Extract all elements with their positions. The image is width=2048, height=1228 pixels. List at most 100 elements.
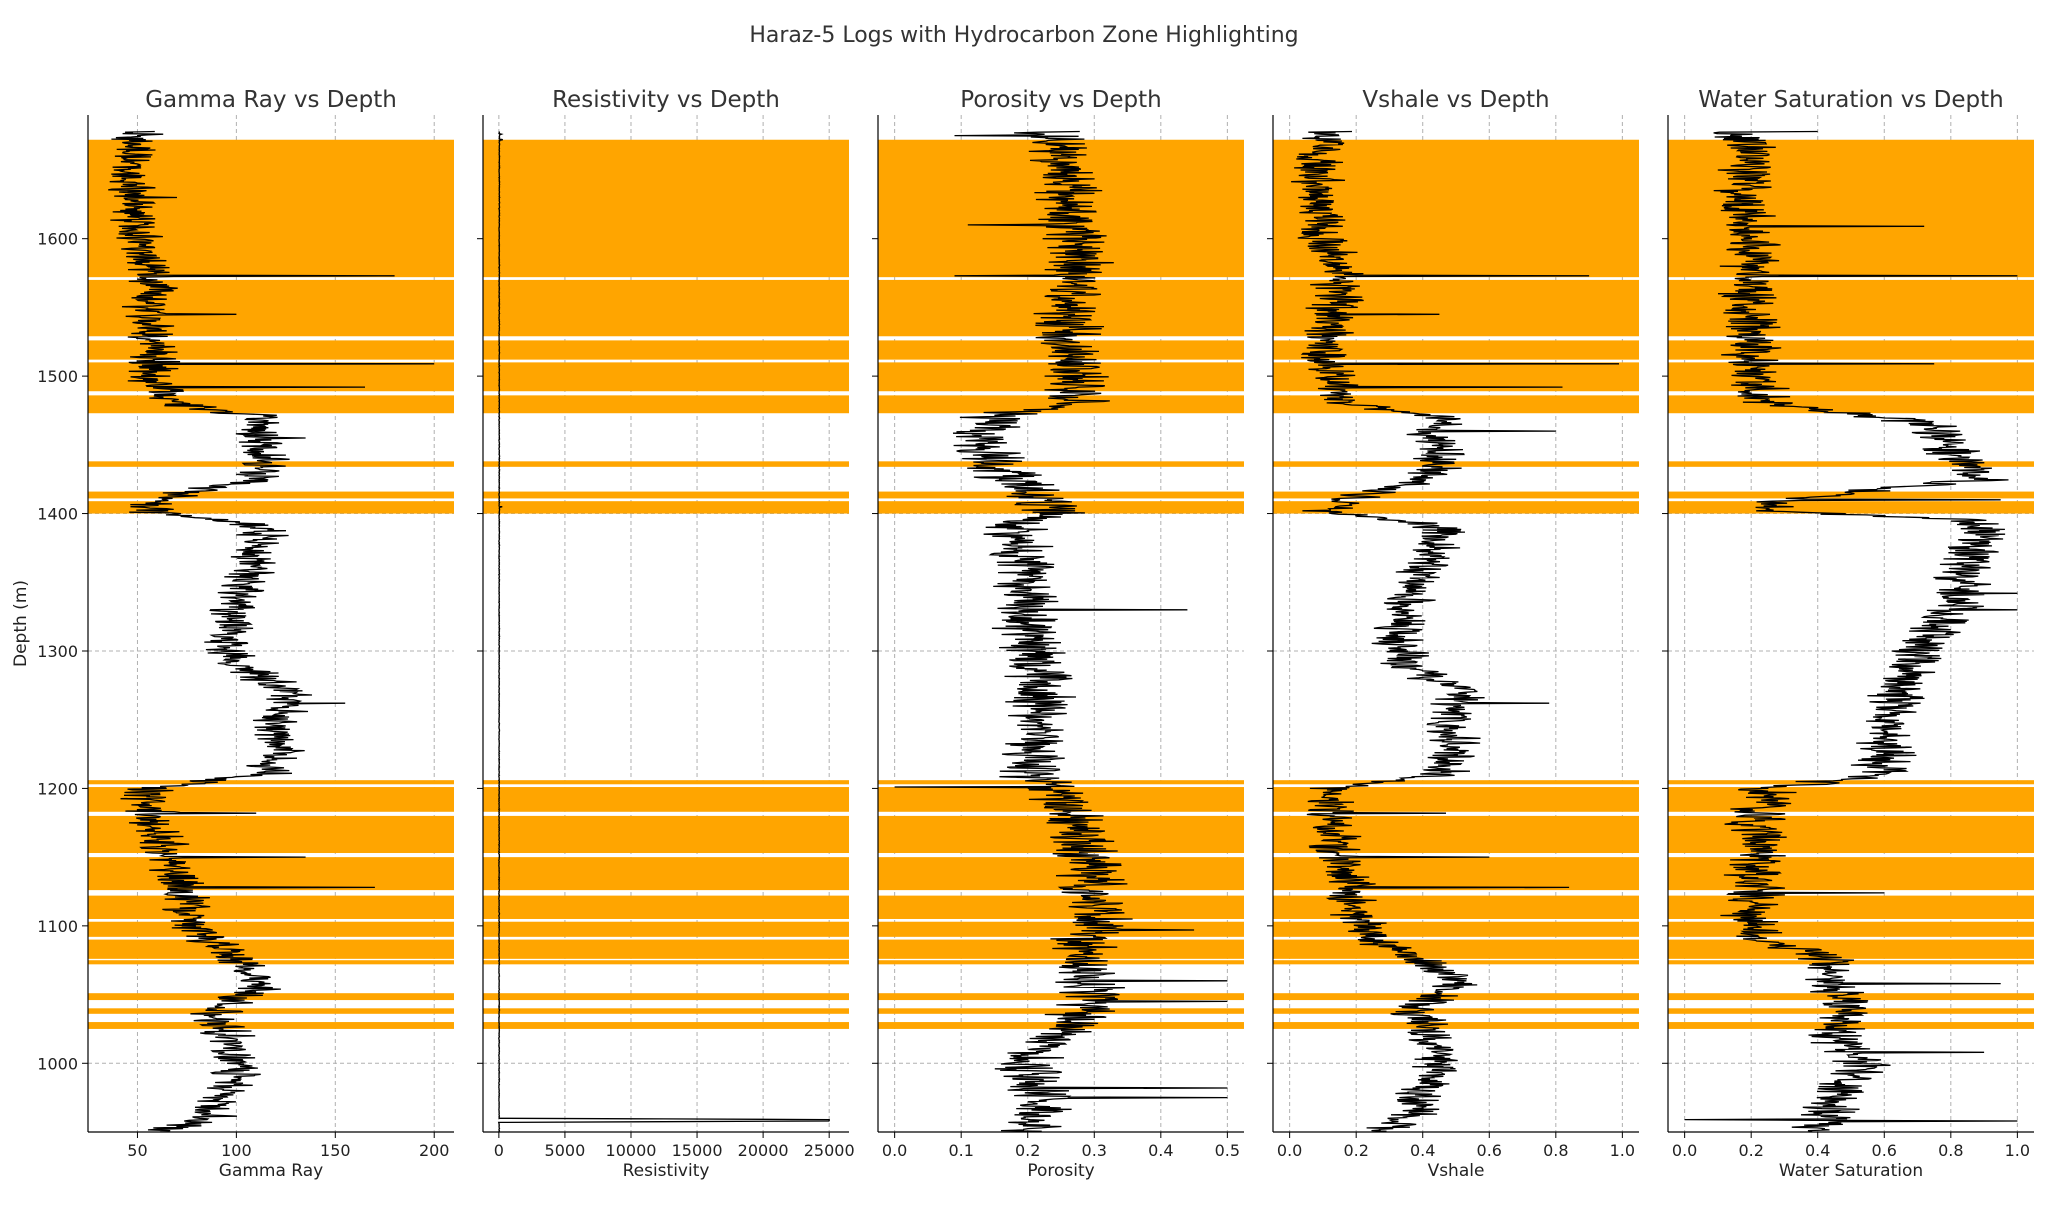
panel-title: Vshale vs Depth xyxy=(1362,87,1549,113)
hydrocarbon-zone xyxy=(1668,780,2034,785)
hydrocarbon-zone xyxy=(88,461,454,467)
hydrocarbon-zone xyxy=(1668,857,2034,891)
x-tick-label: 100 xyxy=(221,1141,252,1160)
hydrocarbon-zone xyxy=(1668,921,2034,937)
x-axis-label: Porosity xyxy=(1027,1161,1094,1181)
x-axis-label: Vshale xyxy=(1428,1161,1485,1181)
x-axis-label: Water Saturation xyxy=(1779,1161,1923,1181)
hydrocarbon-zone xyxy=(483,787,849,812)
x-tick-label: 0.0 xyxy=(1672,1141,1697,1160)
x-tick-label: 150 xyxy=(320,1141,351,1160)
panel-title: Water Saturation vs Depth xyxy=(1698,87,2003,113)
x-axis-label: Resistivity xyxy=(623,1161,710,1181)
x-tick-label: 5000 xyxy=(545,1141,586,1160)
hydrocarbon-zone xyxy=(878,501,1244,514)
hydrocarbon-zone xyxy=(878,993,1244,1001)
hydrocarbon-zone xyxy=(1273,501,1639,514)
y-tick-label: 1200 xyxy=(37,779,78,798)
hydrocarbon-zone xyxy=(483,960,849,965)
y-tick-label: 1400 xyxy=(37,505,78,524)
hydrocarbon-zone xyxy=(483,340,849,360)
hydrocarbon-zone xyxy=(1668,939,2034,959)
hydrocarbon-zone xyxy=(483,993,849,1001)
panel-1: 50 100 150 200 1000 1100 1200 1300 1400 1500 1600 G… xyxy=(37,87,454,1181)
hydrocarbon-zone xyxy=(1273,491,1639,499)
hydrocarbon-zone xyxy=(88,857,454,891)
hydrocarbon-zone xyxy=(88,939,454,959)
x-tick-label: 0.3 xyxy=(1082,1141,1107,1160)
hydrocarbon-zone xyxy=(88,1022,454,1029)
hydrocarbon-zone xyxy=(1668,501,2034,514)
x-tick-label: 0.1 xyxy=(948,1141,973,1160)
log-panels: 50 100 150 200 1000 1100 1200 1300 1400 1500 1600 G… xyxy=(37,87,2034,1181)
hydrocarbon-zone xyxy=(1668,279,2034,337)
hydrocarbon-zone xyxy=(483,1008,849,1014)
log-curve xyxy=(1291,130,1620,1132)
hydrocarbon-zone xyxy=(1668,491,2034,499)
hydrocarbon-zone xyxy=(1273,993,1639,1001)
hydrocarbon-zone xyxy=(878,461,1244,467)
x-tick-label: 20000 xyxy=(738,1141,789,1160)
y-tick-label: 1600 xyxy=(37,230,78,249)
x-tick-label: 0.6 xyxy=(1477,1141,1502,1160)
hydrocarbon-zone xyxy=(483,491,849,499)
hydrocarbon-zone xyxy=(88,993,454,1001)
hydrocarbon-zone xyxy=(88,1008,454,1014)
hydrocarbon-zone xyxy=(483,461,849,467)
x-tick-label: 10000 xyxy=(606,1141,657,1160)
x-tick-label: 25000 xyxy=(804,1141,855,1160)
hydrocarbon-zone xyxy=(88,960,454,965)
hydrocarbon-zone xyxy=(1273,1008,1639,1014)
hydrocarbon-zone xyxy=(1273,1022,1639,1029)
x-tick-label: 200 xyxy=(419,1141,450,1160)
log-curve xyxy=(497,131,830,1132)
hydrocarbon-zone xyxy=(878,895,1244,919)
panel-5: 0.0 0.2 0.4 0.6 0.8 1.0 Water Saturation vs De… xyxy=(1662,87,2034,1181)
hydrocarbon-zone xyxy=(1668,960,2034,965)
x-tick-label: 0.8 xyxy=(1543,1141,1568,1160)
hydrocarbon-zone xyxy=(1273,780,1639,785)
y-tick-label: 1500 xyxy=(37,367,78,386)
hydrocarbon-zone xyxy=(1273,939,1639,959)
hydrocarbon-zone xyxy=(483,279,849,337)
hydrocarbon-zone xyxy=(483,1022,849,1029)
panel-3: 0.0 0.1 0.2 0.3 0.4 0.5 Porosity vs Depth Poros… xyxy=(872,87,1244,1181)
hydrocarbon-zone xyxy=(1273,895,1639,919)
hydrocarbon-zone xyxy=(1273,461,1639,467)
x-tick-label: 0.2 xyxy=(1738,1141,1763,1160)
hydrocarbon-zone xyxy=(1273,960,1639,965)
hydrocarbon-zone xyxy=(88,491,454,499)
hydrocarbon-zone xyxy=(483,362,849,392)
hydrocarbon-zone xyxy=(483,815,849,854)
hydrocarbon-zone xyxy=(483,857,849,891)
hydrocarbon-zone xyxy=(1668,139,2034,278)
hydrocarbon-zone xyxy=(483,501,849,514)
hydrocarbon-zone xyxy=(88,780,454,785)
hydrocarbon-zone xyxy=(878,857,1244,891)
panel-title: Resistivity vs Depth xyxy=(552,87,780,113)
panel-2: 0 5000 10000 15000 20000 25000 Resistivity vs … xyxy=(477,87,855,1181)
hydrocarbon-zone xyxy=(1668,1022,2034,1029)
hydrocarbon-zone xyxy=(878,921,1244,937)
x-tick-label: 0 xyxy=(494,1141,504,1160)
hydrocarbon-zone xyxy=(1273,787,1639,812)
hydrocarbon-zone xyxy=(88,340,454,360)
x-tick-label: 1.0 xyxy=(1610,1141,1635,1160)
hydrocarbon-zone xyxy=(1668,395,2034,414)
x-tick-label: 0.0 xyxy=(882,1141,907,1160)
figure-title: Haraz-5 Logs with Hydrocarbon Zone Highl… xyxy=(749,23,1298,48)
log-curve xyxy=(108,130,435,1132)
hydrocarbon-zone xyxy=(1668,340,2034,360)
x-tick-label: 0.6 xyxy=(1872,1141,1897,1160)
hydrocarbon-zone xyxy=(1668,461,2034,467)
x-tick-label: 0.4 xyxy=(1148,1141,1173,1160)
hydrocarbon-zone xyxy=(483,939,849,959)
hydrocarbon-zone xyxy=(483,395,849,414)
hydrocarbon-zone xyxy=(483,780,849,785)
hydrocarbon-zone xyxy=(88,395,454,414)
hydrocarbon-zone xyxy=(878,491,1244,499)
hydrocarbon-zone xyxy=(1668,895,2034,919)
hydrocarbon-zone xyxy=(1273,857,1639,891)
panel-title: Porosity vs Depth xyxy=(960,87,1161,113)
